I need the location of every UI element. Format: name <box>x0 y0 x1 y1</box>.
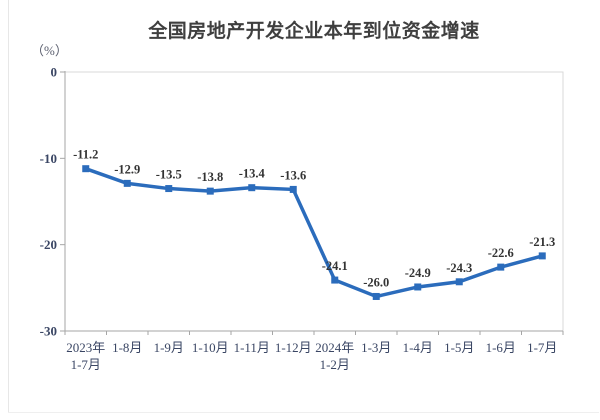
x-axis-category-label: 1-12月 <box>275 340 312 355</box>
data-point-label: -24.1 <box>322 259 348 273</box>
x-axis-category-label: 1-8月 <box>112 340 142 355</box>
data-point-label: -13.8 <box>197 170 223 184</box>
data-point-marker <box>455 278 463 286</box>
y-axis-tick-label: -30 <box>40 324 57 339</box>
data-point-marker <box>206 187 214 195</box>
data-point-marker <box>538 252 546 260</box>
x-axis-category-label: 1-10月 <box>192 340 229 355</box>
x-axis-category-label: 2024年 1-2月 <box>315 340 354 372</box>
x-axis-category-label: 1-7月 <box>527 340 557 355</box>
data-point-marker <box>414 283 422 291</box>
y-axis-unit-label: （%） <box>31 43 68 58</box>
x-axis-category-label: 1-4月 <box>403 340 433 355</box>
data-point-label: -21.3 <box>529 235 555 249</box>
chart-title: 全国房地产开发企业本年到位资金增速 <box>148 21 480 42</box>
x-axis-category-label: 1-11月 <box>234 340 270 355</box>
data-point-label: -26.0 <box>363 275 389 289</box>
data-point-label: -13.5 <box>156 168 182 182</box>
data-point-marker <box>165 185 173 193</box>
data-point-label: -11.2 <box>73 148 98 162</box>
left-edge-divider <box>8 0 9 413</box>
plot-area-border <box>64 71 564 332</box>
data-point-label: -24.9 <box>405 266 431 280</box>
y-axis-tick-label: 0 <box>51 65 58 80</box>
x-axis-category-label: 1-9月 <box>154 340 184 355</box>
data-point-label: -22.6 <box>488 246 514 260</box>
y-axis-tick-label: -10 <box>40 151 57 166</box>
x-axis-category-label: 1-5月 <box>444 340 474 355</box>
x-axis-category-label: 2023年 1-7月 <box>66 340 105 372</box>
bottom-edge-divider <box>8 412 599 413</box>
data-point-marker <box>331 276 339 284</box>
data-point-marker <box>82 165 90 173</box>
data-point-marker <box>372 292 380 300</box>
data-point-marker <box>248 184 256 192</box>
x-axis-category-label: 1-3月 <box>361 340 391 355</box>
data-point-marker <box>289 185 297 193</box>
data-point-marker <box>497 263 505 271</box>
data-point-marker <box>123 179 131 187</box>
series-line <box>84 166 544 299</box>
y-axis-tick-label: -20 <box>40 237 57 252</box>
data-point-label: -12.9 <box>114 162 140 176</box>
data-point-label: -24.3 <box>446 261 472 275</box>
data-point-label: -13.4 <box>239 167 266 181</box>
x-axis-category-label: 1-6月 <box>486 340 516 355</box>
data-point-label: -13.6 <box>280 168 306 182</box>
